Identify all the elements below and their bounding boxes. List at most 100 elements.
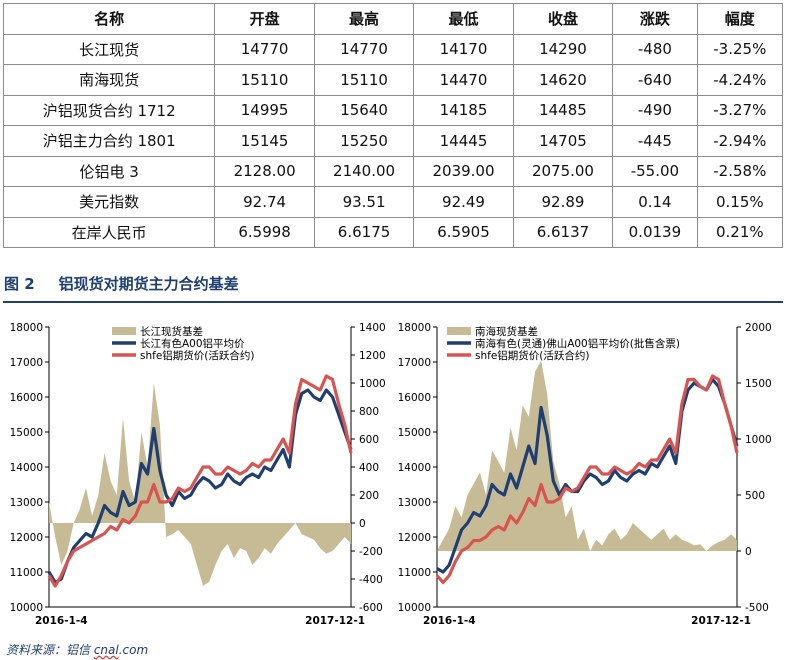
right-tick-label: 800 <box>359 406 379 418</box>
source-site: cnal <box>93 643 119 657</box>
table-row: 沪铝主力合约 1801 15145 15250 14445 14705 -445 -2.94… <box>2 125 784 157</box>
legend-label: 长江有色A00铝平均价 <box>140 337 245 350</box>
cell-open: 15145 <box>214 125 315 157</box>
cell-close: 14705 <box>512 125 614 157</box>
futures-price-line <box>435 374 739 585</box>
cell-open: 2128.00 <box>214 155 315 187</box>
right-tick-label: 0 <box>359 518 366 530</box>
table-header-row: 名称 开盘 最高 最低 收盘 涨跌 幅度 <box>2 3 784 35</box>
cell-change: -445 <box>612 125 698 157</box>
right-tick-label: -500 <box>745 602 769 614</box>
cell-close: 6.6137 <box>512 216 614 248</box>
cell-low: 14185 <box>413 94 514 126</box>
left-tick-label: 17000 <box>398 357 431 369</box>
table-row: 在岸人民币 6.5998 6.6175 6.5905 6.6137 0.0139 0.21% <box>2 216 784 248</box>
left-tick-label: 17000 <box>10 357 43 369</box>
x-end-label: 2017-12-1 <box>691 615 751 627</box>
cell-high: 6.6175 <box>313 216 415 248</box>
cell-high: 15640 <box>313 94 415 126</box>
figure-caption: 铝现货对期货主力合约基差 <box>58 275 239 293</box>
futures-price-line <box>47 374 353 588</box>
cell-low: 14170 <box>413 33 514 65</box>
header-high: 最高 <box>313 3 415 35</box>
cell-change: -490 <box>612 94 698 126</box>
cell-name: 沪铝现货合约 1712 <box>2 94 216 126</box>
cell-name: 伦铝电 3 <box>2 155 216 187</box>
right-tick-label: 1400 <box>359 322 386 334</box>
source-suffix: .com <box>118 643 149 657</box>
legend-label: shfe铝期货价(活跃合约) <box>475 349 589 362</box>
figure-title: 图 2 铝现货对期货主力合约基差 <box>4 273 239 294</box>
right-tick-label: 1500 <box>745 378 772 390</box>
cell-close: 14620 <box>512 64 614 96</box>
cell-name: 在岸人民币 <box>2 216 216 248</box>
source-note: 资料来源：铝信 cnal.com <box>6 641 148 658</box>
chart-changjiang: 10000 11000 12000 13000 14000 15000 16000 17000… <box>0 318 393 636</box>
left-tick-label: 15000 <box>398 427 431 439</box>
left-tick-label: 18000 <box>10 322 43 334</box>
left-tick-label: 12000 <box>10 532 43 544</box>
right-tick-label: 600 <box>359 434 379 446</box>
right-tick-label: -400 <box>359 574 383 586</box>
left-tick-label: 13000 <box>398 497 431 509</box>
cell-low: 92.49 <box>413 186 514 218</box>
right-tick-label: 1200 <box>359 350 386 362</box>
left-tick-label: 16000 <box>10 392 43 404</box>
header-low: 最低 <box>413 3 514 35</box>
cell-close: 92.89 <box>512 186 614 218</box>
right-tick-label: 200 <box>359 490 379 502</box>
legend-swatch-area <box>447 327 471 335</box>
legend-swatch-area <box>112 327 136 335</box>
table-row: 沪铝现货合约 1712 14995 15640 14185 14485 -490 -3.27… <box>2 94 784 126</box>
cell-pct: 0.15% <box>696 186 784 218</box>
source-prefix: 资料来源：铝信 <box>6 643 94 657</box>
cell-name: 沪铝主力合约 1801 <box>2 125 216 157</box>
cell-open: 92.74 <box>214 186 315 218</box>
left-tick-label: 16000 <box>398 392 431 404</box>
x-start-label: 2016-1-4 <box>35 615 88 627</box>
cell-change: 0.0139 <box>612 216 698 248</box>
right-tick-label: 2000 <box>745 322 772 334</box>
cell-name: 南海现货 <box>2 64 216 96</box>
chart-changjiang-svg: 1000011000120001300014000150001600017000… <box>10 322 386 627</box>
cell-change: -55.00 <box>612 155 698 187</box>
cell-high: 15110 <box>313 64 415 96</box>
left-tick-label: 14000 <box>10 462 43 474</box>
figure-divider <box>3 301 783 303</box>
cell-low: 14445 <box>413 125 514 157</box>
cell-low: 2039.00 <box>413 155 514 187</box>
cell-low: 6.5905 <box>413 216 514 248</box>
cell-change: -480 <box>612 33 698 65</box>
right-tick-label: 400 <box>359 462 379 474</box>
left-tick-label: 14000 <box>398 462 431 474</box>
table-row: 美元指数 92.74 93.51 92.49 92.89 0.14 0.15% <box>2 186 784 218</box>
basis-area <box>437 360 737 551</box>
spot-price-line <box>436 377 739 574</box>
left-tick-label: 11000 <box>10 567 43 579</box>
cell-change: -640 <box>612 64 698 96</box>
right-tick-label: 1000 <box>745 434 772 446</box>
cell-pct: -3.27% <box>696 94 784 126</box>
cell-name: 美元指数 <box>2 186 216 218</box>
header-change: 涨跌 <box>612 3 698 35</box>
cell-close: 14290 <box>512 33 614 65</box>
spot-price-line <box>47 388 353 585</box>
legend-label: 南海有色(灵通)佛山A00铝平均价(批售含票) <box>475 337 680 350</box>
cell-close: 2075.00 <box>512 155 614 187</box>
right-tick-label: 1000 <box>359 378 386 390</box>
x-start-label: 2016-1-4 <box>423 615 476 627</box>
legend-label: 南海现货基差 <box>475 325 538 338</box>
header-pct: 幅度 <box>696 3 784 35</box>
table-row: 南海现货 15110 15110 14470 14620 -640 -4.24% <box>2 64 784 96</box>
table-row: 长江现货 14770 14770 14170 14290 -480 -3.25% <box>2 33 784 65</box>
cell-change: 0.14 <box>612 186 698 218</box>
left-tick-label: 10000 <box>10 602 43 614</box>
left-tick-label: 18000 <box>398 322 431 334</box>
cell-open: 14770 <box>214 33 315 65</box>
basis-area <box>49 383 351 586</box>
cell-pct: -4.24% <box>696 64 784 96</box>
header-open: 开盘 <box>214 3 315 35</box>
header-name: 名称 <box>2 3 216 35</box>
cell-pct: -2.58% <box>696 155 784 187</box>
cell-high: 2140.00 <box>313 155 415 187</box>
